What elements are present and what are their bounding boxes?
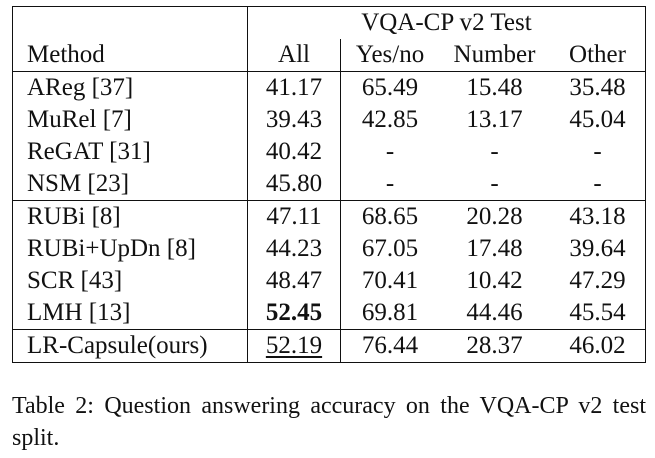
number-cell: 15.48 xyxy=(466,74,523,101)
yes-no-cell: 65.49 xyxy=(361,74,419,101)
table-row: SCR [43] 48.47 70.41 10.42 47.29 xyxy=(12,265,646,297)
other-cell: 35.48 xyxy=(549,71,646,104)
all-cell: 48.47 xyxy=(247,265,342,297)
method-cell: MuRel [7] xyxy=(12,104,248,136)
table-row: MuRel [7] 39.43 42.85 13.17 45.04 xyxy=(12,104,646,136)
method-cell: SCR [43] xyxy=(12,265,248,297)
table-row: RUBi [8] 47.11 68.65 20.28 43.18 xyxy=(12,200,646,233)
table-row: NSM [23] 45.80 - - - xyxy=(12,168,646,201)
other-cell: 45.54 xyxy=(549,297,646,330)
number-cell: 10.42 xyxy=(466,267,523,294)
method-cell: AReg [37] xyxy=(12,71,248,104)
column-header-other: Other xyxy=(549,39,646,72)
all-cell: 41.17 xyxy=(247,71,342,104)
table-row-ours: LR-Capsule(ours) 52.19 76.44 28.37 46.02 xyxy=(12,329,646,363)
all-value-underlined: 52.19 xyxy=(265,332,323,359)
yes-no-cell: 67.05 xyxy=(361,235,419,262)
other-cell: 46.02 xyxy=(549,329,646,363)
table-row: LMH [13] 52.45 69.81 44.46 45.54 xyxy=(12,297,646,330)
column-header-yes-no: Yes/no xyxy=(340,39,439,72)
column-header-method: Method xyxy=(12,39,248,72)
column-header-number: Number xyxy=(439,39,550,72)
all-cell: 47.11 xyxy=(247,200,342,233)
yes-no-cell: 69.81 xyxy=(340,297,439,330)
results-table-container: VQA-CP v2 Test Method All Yes/no Number … xyxy=(12,6,647,363)
number-cell: - xyxy=(439,168,550,201)
yes-no-cell: 70.41 xyxy=(361,267,419,294)
number-cell: 44.46 xyxy=(439,297,550,330)
yes-no-cell: 68.65 xyxy=(361,203,419,230)
method-cell: NSM [23] xyxy=(12,168,248,201)
table-row: AReg [37] 41.17 65.49 15.48 35.48 xyxy=(12,71,646,104)
all-cell-second-best: 52.19 xyxy=(247,329,342,363)
number-cell: 28.37 xyxy=(439,329,550,363)
all-cell: 40.42 xyxy=(247,136,342,168)
table-caption: Table 2: Question answering accuracy on … xyxy=(12,393,646,451)
method-cell: ReGAT [31] xyxy=(12,136,248,168)
method-cell: LMH [13] xyxy=(12,297,248,330)
other-cell: - xyxy=(549,168,646,201)
column-header-all: All xyxy=(247,39,342,72)
super-header: VQA-CP v2 Test xyxy=(247,6,647,39)
yes-no-cell: - xyxy=(385,138,395,165)
yes-no-cell: - xyxy=(340,168,439,201)
header-row-columns: Method All Yes/no Number Other xyxy=(12,39,646,72)
all-cell-best: 52.45 xyxy=(247,297,342,330)
other-cell: 47.29 xyxy=(549,265,646,297)
yes-no-cell: 76.44 xyxy=(340,329,439,363)
all-cell: 39.43 xyxy=(247,104,342,136)
number-cell: 13.17 xyxy=(466,106,523,133)
other-cell: - xyxy=(549,136,646,168)
header-empty-cell xyxy=(12,6,248,39)
table-row: ReGAT [31] 40.42 - - - xyxy=(12,136,646,168)
other-cell: 45.04 xyxy=(549,104,646,136)
all-cell: 45.80 xyxy=(247,168,342,201)
all-cell: 44.23 xyxy=(247,233,342,265)
results-table: VQA-CP v2 Test Method All Yes/no Number … xyxy=(12,6,647,363)
other-cell: 39.64 xyxy=(549,233,646,265)
header-row-super: VQA-CP v2 Test xyxy=(12,6,647,39)
method-cell: LR-Capsule(ours) xyxy=(12,329,248,363)
method-cell: RUBi [8] xyxy=(12,200,248,233)
yes-no-cell: 42.85 xyxy=(361,106,419,133)
number-cell: 17.48 xyxy=(466,235,523,262)
number-cell: 20.28 xyxy=(466,203,523,230)
table-row: RUBi+UpDn [8] 44.23 67.05 17.48 39.64 xyxy=(12,233,646,265)
number-cell: - xyxy=(490,138,499,165)
other-cell: 43.18 xyxy=(549,200,646,233)
method-cell: RUBi+UpDn [8] xyxy=(12,233,248,265)
